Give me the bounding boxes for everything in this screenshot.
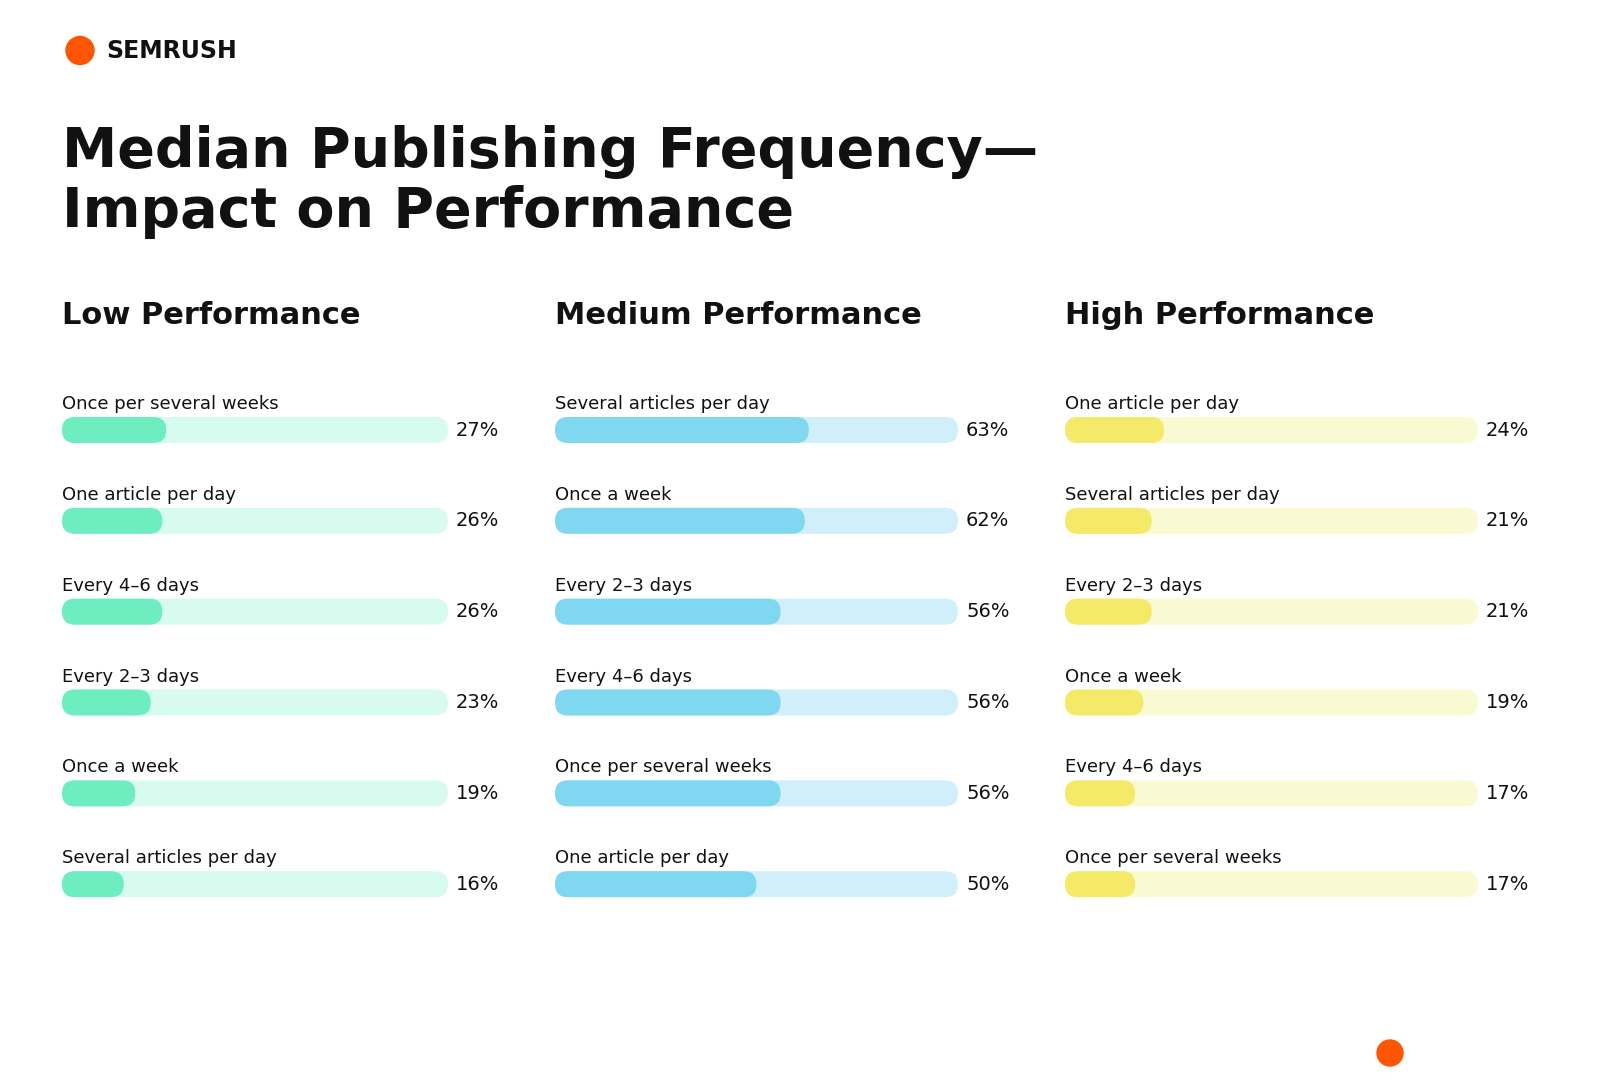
FancyBboxPatch shape bbox=[555, 689, 958, 715]
Text: Once a week: Once a week bbox=[1066, 667, 1181, 686]
FancyBboxPatch shape bbox=[555, 598, 781, 625]
FancyBboxPatch shape bbox=[555, 871, 958, 898]
Text: 56%: 56% bbox=[966, 602, 1010, 621]
Text: High Performance: High Performance bbox=[1066, 301, 1374, 330]
Text: 50%: 50% bbox=[966, 875, 1010, 893]
Text: Every 4–6 days: Every 4–6 days bbox=[62, 577, 198, 595]
FancyBboxPatch shape bbox=[62, 508, 162, 534]
FancyBboxPatch shape bbox=[1066, 781, 1136, 806]
Text: One article per day: One article per day bbox=[1066, 395, 1238, 413]
FancyBboxPatch shape bbox=[555, 871, 757, 898]
Text: 26%: 26% bbox=[456, 511, 499, 531]
FancyBboxPatch shape bbox=[62, 781, 448, 806]
Text: 16%: 16% bbox=[456, 875, 499, 893]
Circle shape bbox=[1378, 1040, 1403, 1066]
FancyBboxPatch shape bbox=[62, 598, 162, 625]
FancyBboxPatch shape bbox=[1066, 689, 1144, 715]
Text: 63%: 63% bbox=[966, 420, 1010, 439]
Text: 62%: 62% bbox=[966, 511, 1010, 531]
FancyBboxPatch shape bbox=[555, 508, 958, 534]
FancyBboxPatch shape bbox=[62, 508, 448, 534]
Text: Once per several weeks: Once per several weeks bbox=[555, 758, 771, 776]
Text: 19%: 19% bbox=[456, 784, 499, 803]
FancyBboxPatch shape bbox=[555, 781, 958, 806]
FancyBboxPatch shape bbox=[555, 417, 810, 443]
FancyBboxPatch shape bbox=[62, 871, 123, 898]
Text: Median Publishing Frequency—
Impact on Performance: Median Publishing Frequency— Impact on P… bbox=[62, 124, 1038, 239]
Text: 21%: 21% bbox=[1486, 602, 1530, 621]
FancyBboxPatch shape bbox=[62, 417, 166, 443]
Text: semrush.com: semrush.com bbox=[62, 1044, 194, 1063]
FancyBboxPatch shape bbox=[555, 598, 958, 625]
Text: 26%: 26% bbox=[456, 602, 499, 621]
Text: One article per day: One article per day bbox=[62, 486, 237, 503]
Text: Once per several weeks: Once per several weeks bbox=[62, 395, 278, 413]
Text: SEMRUSH: SEMRUSH bbox=[1410, 1043, 1525, 1063]
Text: Once a week: Once a week bbox=[62, 758, 179, 776]
FancyBboxPatch shape bbox=[62, 598, 448, 625]
FancyBboxPatch shape bbox=[1066, 417, 1165, 443]
Text: Every 2–3 days: Every 2–3 days bbox=[555, 577, 693, 595]
Text: Several articles per day: Several articles per day bbox=[555, 395, 770, 413]
Text: Once per several weeks: Once per several weeks bbox=[1066, 850, 1282, 867]
Text: 17%: 17% bbox=[1486, 784, 1530, 803]
Text: One article per day: One article per day bbox=[555, 850, 730, 867]
Text: Several articles per day: Several articles per day bbox=[62, 850, 277, 867]
FancyBboxPatch shape bbox=[1066, 781, 1478, 806]
FancyBboxPatch shape bbox=[62, 871, 448, 898]
Text: Medium Performance: Medium Performance bbox=[555, 301, 922, 330]
Text: Every 2–3 days: Every 2–3 days bbox=[62, 667, 198, 686]
FancyBboxPatch shape bbox=[555, 508, 805, 534]
Text: Every 2–3 days: Every 2–3 days bbox=[1066, 577, 1202, 595]
Text: 21%: 21% bbox=[1486, 511, 1530, 531]
Text: SEMRUSH: SEMRUSH bbox=[106, 38, 237, 62]
FancyBboxPatch shape bbox=[62, 781, 136, 806]
FancyBboxPatch shape bbox=[62, 417, 448, 443]
FancyBboxPatch shape bbox=[1066, 871, 1136, 898]
Text: 23%: 23% bbox=[456, 693, 499, 712]
FancyBboxPatch shape bbox=[62, 689, 448, 715]
FancyBboxPatch shape bbox=[555, 417, 958, 443]
Text: Once a week: Once a week bbox=[555, 486, 672, 503]
Text: 24%: 24% bbox=[1486, 420, 1530, 439]
Text: 56%: 56% bbox=[966, 693, 1010, 712]
Text: Every 4–6 days: Every 4–6 days bbox=[555, 667, 691, 686]
Text: Every 4–6 days: Every 4–6 days bbox=[1066, 758, 1202, 776]
FancyBboxPatch shape bbox=[1066, 508, 1478, 534]
FancyBboxPatch shape bbox=[1066, 598, 1478, 625]
FancyBboxPatch shape bbox=[555, 781, 781, 806]
Text: 56%: 56% bbox=[966, 784, 1010, 803]
Text: 19%: 19% bbox=[1486, 693, 1530, 712]
FancyBboxPatch shape bbox=[1066, 689, 1478, 715]
Text: Several articles per day: Several articles per day bbox=[1066, 486, 1280, 503]
Text: Low Performance: Low Performance bbox=[62, 301, 360, 330]
Circle shape bbox=[66, 36, 94, 64]
FancyBboxPatch shape bbox=[1066, 417, 1478, 443]
FancyBboxPatch shape bbox=[555, 689, 781, 715]
Text: 27%: 27% bbox=[456, 420, 499, 439]
FancyBboxPatch shape bbox=[62, 689, 150, 715]
FancyBboxPatch shape bbox=[1066, 598, 1152, 625]
Text: 17%: 17% bbox=[1486, 875, 1530, 893]
FancyBboxPatch shape bbox=[1066, 871, 1478, 898]
FancyBboxPatch shape bbox=[1066, 508, 1152, 534]
